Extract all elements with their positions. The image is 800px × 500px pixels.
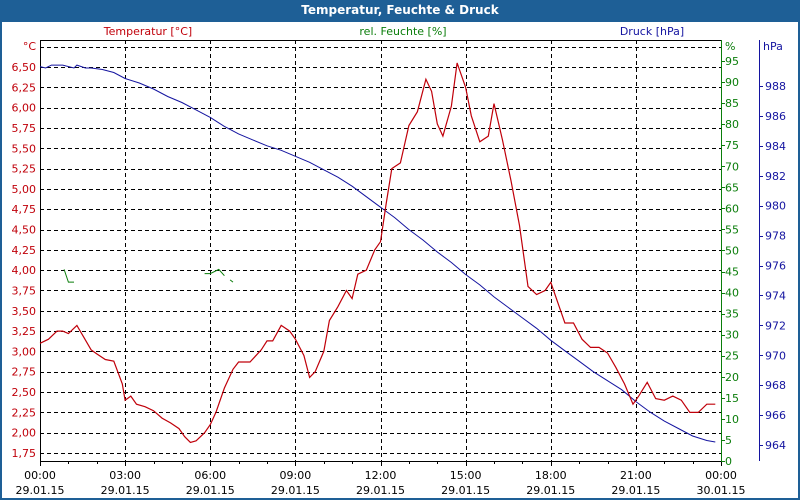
y-tick-label-humidity: 60 — [725, 202, 739, 215]
series-pressure-line — [39, 64, 716, 443]
x-tick-label-date: 29.01.15 — [101, 484, 150, 497]
axis-unit-celsius: °C — [23, 40, 37, 53]
y-tick-label-temperature: 5,75 — [12, 122, 37, 135]
y-tick-label-pressure: 966 — [765, 409, 786, 422]
y-tick-label-humidity: 20 — [725, 371, 739, 384]
y-tick-label-temperature: 4,50 — [12, 224, 37, 237]
y-tick-label-pressure: 978 — [765, 230, 786, 243]
y-tick-label-temperature: 2,50 — [12, 386, 37, 399]
y-tick-label-temperature: 5,00 — [12, 183, 37, 196]
series-humidity-line — [63, 269, 74, 283]
x-tick-label-time: 09:00 — [280, 469, 312, 482]
legend-humidity: rel. Feuchte [%] — [359, 25, 446, 38]
y-tick-label-humidity: 55 — [725, 223, 739, 236]
y-tick-label-pressure: 970 — [765, 349, 786, 362]
y-tick-label-humidity: 5 — [725, 434, 732, 447]
y-tick-label-humidity: 45 — [725, 266, 739, 279]
y-tick-label-temperature: 2,75 — [12, 366, 37, 379]
y-tick-label-pressure: 986 — [765, 110, 786, 123]
axis-unit-hpa: hPa — [763, 40, 783, 53]
x-tick-label-date: 29.01.15 — [526, 484, 575, 497]
y-tick-label-pressure: 982 — [765, 170, 786, 183]
x-tick-label-date: 29.01.15 — [441, 484, 490, 497]
y-tick-label-humidity: 80 — [725, 118, 739, 131]
x-tick-label-time: 12:00 — [365, 469, 397, 482]
x-tick-label-date: 29.01.15 — [271, 484, 320, 497]
y-tick-label-temperature: 3,50 — [12, 305, 37, 318]
x-tick-label-time: 06:00 — [194, 469, 226, 482]
y-tick-label-pressure: 964 — [765, 439, 786, 452]
legend-pressure: Druck [hPa] — [620, 25, 684, 38]
y-tick-label-temperature: 3,75 — [12, 284, 37, 297]
y-tick-label-pressure: 980 — [765, 200, 786, 213]
y-tick-label-temperature: 6,00 — [12, 102, 37, 115]
y-tick-label-pressure: 974 — [765, 289, 786, 302]
y-tick-label-pressure: 984 — [765, 140, 786, 153]
y-tick-label-pressure: 972 — [765, 319, 786, 332]
x-tick-label-date: 30.01.15 — [697, 484, 746, 497]
y-tick-label-humidity: 95 — [725, 55, 739, 68]
y-tick-label-humidity: 65 — [725, 181, 739, 194]
x-tick-label-date: 29.01.15 — [186, 484, 235, 497]
series-humidity-line — [229, 279, 234, 283]
y-tick-label-humidity: 90 — [725, 76, 739, 89]
y-tick-label-temperature: 5,50 — [12, 142, 37, 155]
x-tick-label-time: 21:00 — [620, 469, 652, 482]
x-tick-label-date: 29.01.15 — [16, 484, 65, 497]
y-tick-label-temperature: 2,25 — [12, 406, 37, 419]
legend-temperature: Temperatur [°C] — [103, 25, 192, 38]
y-tick-label-temperature: 4,00 — [12, 264, 37, 277]
x-tick-label-time: 00:00 — [705, 469, 737, 482]
x-tick-label-date: 29.01.15 — [356, 484, 405, 497]
x-tick-label-time: 15:00 — [450, 469, 482, 482]
series-temperature-line — [39, 62, 716, 444]
y-tick-label-pressure: 988 — [765, 80, 786, 93]
x-tick-label-time: 18:00 — [535, 469, 567, 482]
y-tick-label-humidity: 0 — [725, 455, 732, 468]
y-tick-label-temperature: 6,25 — [12, 81, 37, 94]
y-tick-label-temperature: 3,00 — [12, 345, 37, 358]
y-tick-label-pressure: 968 — [765, 379, 786, 392]
y-tick-label-pressure: 976 — [765, 260, 786, 273]
y-tick-label-humidity: 25 — [725, 350, 739, 363]
y-tick-label-humidity: 10 — [725, 413, 739, 426]
y-tick-label-humidity: 30 — [725, 329, 739, 342]
y-tick-label-humidity: 15 — [725, 392, 739, 405]
y-tick-label-temperature: 1,75 — [12, 447, 37, 460]
x-tick-label-time: 00:00 — [24, 469, 56, 482]
y-tick-label-temperature: 5,25 — [12, 163, 37, 176]
y-tick-label-temperature: 6,50 — [12, 61, 37, 74]
axis-unit-percent: % — [725, 40, 735, 53]
y-tick-label-temperature: 4,25 — [12, 244, 37, 257]
y-tick-label-humidity: 40 — [725, 287, 739, 300]
y-tick-label-temperature: 4,75 — [12, 203, 37, 216]
series-humidity-line — [204, 268, 225, 277]
window-title: Temperatur, Feuchte & Druck — [301, 3, 499, 17]
y-tick-label-humidity: 75 — [725, 139, 739, 152]
x-tick-label-time: 03:00 — [109, 469, 141, 482]
y-tick-label-humidity: 85 — [725, 97, 739, 110]
chart-frame — [2, 22, 798, 498]
y-tick-label-humidity: 35 — [725, 308, 739, 321]
y-tick-label-temperature: 2,00 — [12, 427, 37, 440]
y-tick-label-temperature: 3,25 — [12, 325, 37, 338]
x-tick-label-date: 29.01.15 — [611, 484, 660, 497]
y-tick-label-humidity: 70 — [725, 160, 739, 173]
y-tick-label-humidity: 50 — [725, 244, 739, 257]
